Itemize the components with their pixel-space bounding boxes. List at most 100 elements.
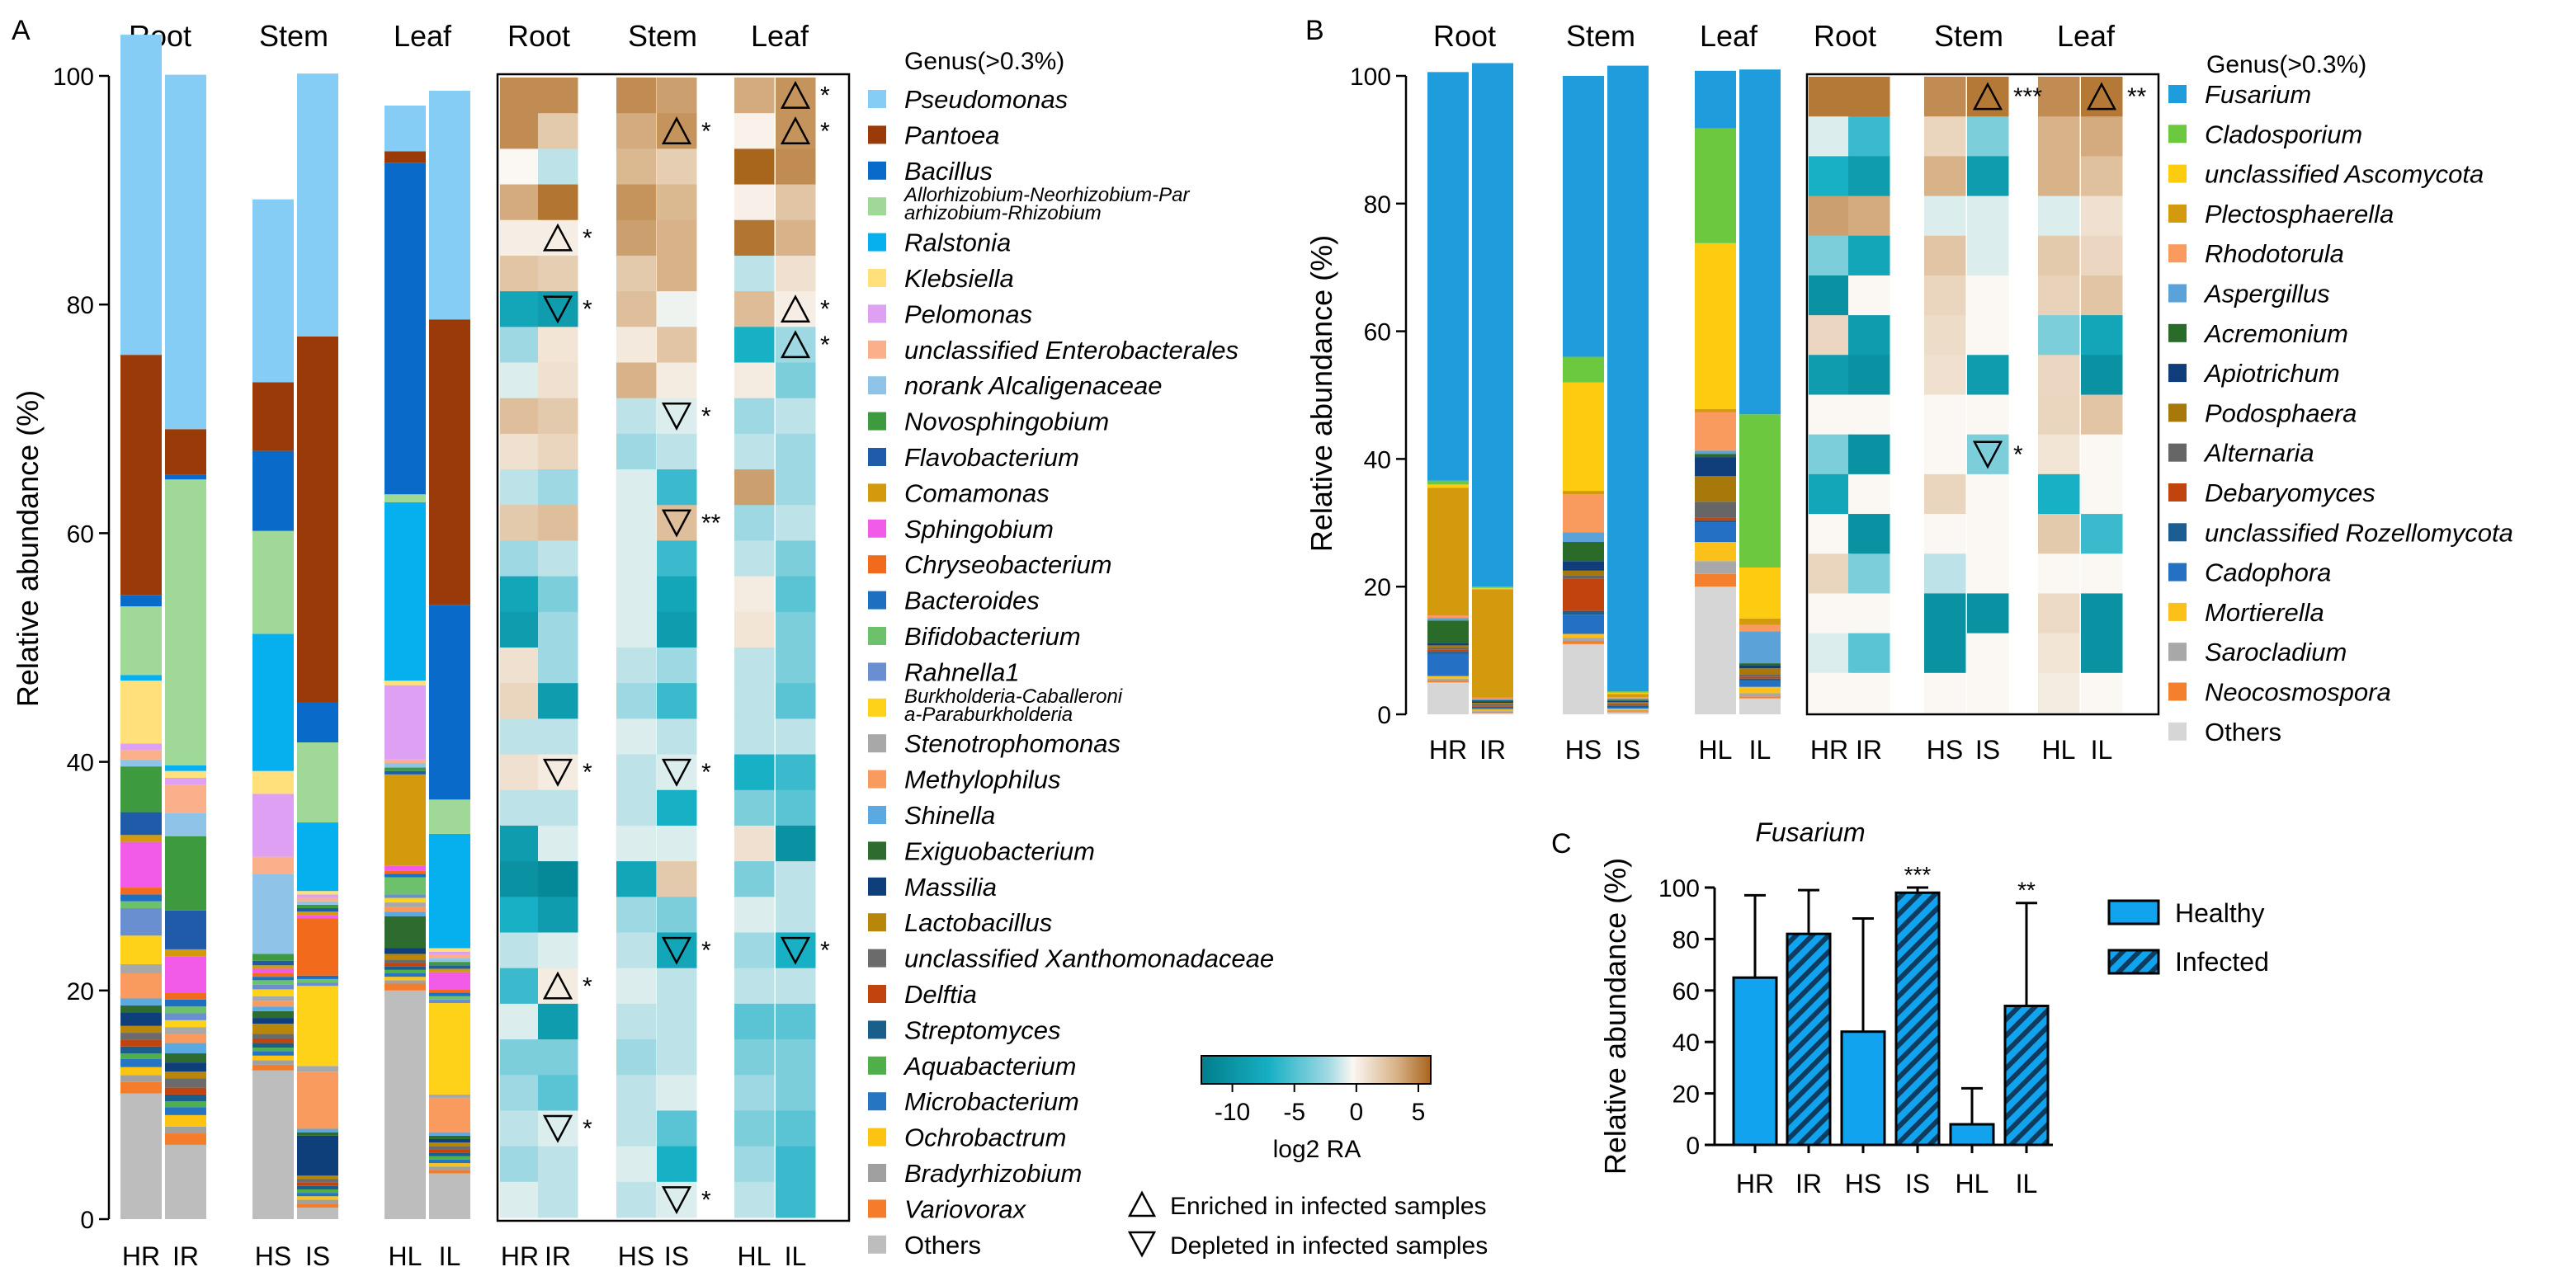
heat-cell-streptomyces-hs (616, 1003, 657, 1040)
heat-x-label-il: IL (785, 1241, 807, 1271)
legend-swatch-bifidobacterium (868, 627, 886, 645)
bar-segment-ir-novosphingobium (165, 836, 206, 911)
heat-x-label-hr: HR (1810, 735, 1848, 765)
bar-segment-ir-methylophilus (165, 1034, 206, 1043)
legend-label-aspergillus: Aspergillus (2203, 280, 2330, 308)
b-heat-group-leaf: Leaf (2057, 19, 2116, 53)
heat-cell-aquabacterium-hr (500, 1039, 540, 1076)
heat-cell-variovorax-ir (538, 1181, 578, 1218)
significance-fusarium-is: *** (2013, 83, 2042, 111)
heat-cell-microbacterium-il (776, 1075, 816, 1111)
heat-cell-alternaria-ir (1848, 434, 1890, 475)
heat-x-label-hl: HL (2042, 735, 2076, 765)
enriched-marker-pantoea-is (661, 116, 692, 145)
heat-cell-cladosporium-hr (1809, 116, 1851, 157)
heat-cell-rahnella1-hl (734, 648, 775, 684)
bar-segment-hr-flavobacterium (120, 812, 162, 836)
bar-segment-hs-unclassified-ascomycota (1563, 382, 1604, 492)
legend-label-streptomyces: Streptomyces (904, 1015, 1061, 1044)
heat-cell-bacteroides-hl (734, 576, 775, 613)
heat-cell-podosphaera-il (2081, 394, 2123, 436)
bar-segment-il-apiotrichum (1739, 665, 1781, 669)
bar-segment-ir-podosphaera (1472, 703, 1513, 704)
bar-segment-is-neocosmospora (1607, 711, 1649, 713)
bar-segment-il-plectosphaerella (1739, 618, 1781, 625)
heat-cell-debaryomyces-hr (1809, 473, 1851, 515)
heat-cell-cadophora-hs (1924, 553, 1966, 594)
legend-swatch-novosphingobium (868, 412, 886, 431)
bar-segment-ir-klebsiella (165, 770, 206, 779)
bar-hl (1949, 1123, 1995, 1147)
bar-segment-ir-ochrobactrum (165, 1114, 206, 1127)
heat-cell-bradyrhizobium-hs (616, 1146, 657, 1183)
heat-cell-flavobacterium-ir (538, 433, 578, 470)
bar-segment-is-flavobacterium (297, 908, 338, 912)
heat-cell-alternaria-hs (1924, 434, 1966, 475)
heat-cell-rhodotorula-ir (1848, 235, 1890, 276)
bar-segment-is-massilia (297, 1135, 338, 1176)
heat-cell-klebsiella-ir (538, 255, 578, 292)
heat-cell-mortierella-hl (2038, 593, 2080, 634)
heat-cell-unclassified-xanthomonadaceae-hr (500, 932, 540, 969)
heat-cell-ralstonia-hl (734, 219, 775, 257)
significance-ralstonia-ir: * (583, 224, 592, 252)
bar-segment-hs-aspergillus (1563, 532, 1604, 543)
bar-segment-hr-bacillus (120, 595, 162, 607)
bar-segment-hs-stenotrophomonas (252, 996, 294, 1001)
bar-segment-hs-pseudomonas (252, 199, 294, 383)
legend-swatch-delftia (868, 985, 886, 1003)
bar-segment-hr-aspergillus (1427, 618, 1469, 621)
bar-segment-ir-bacteroides (165, 999, 206, 1007)
heat-cell-unclassified-xanthomonadaceae-hl (734, 932, 775, 969)
legend-swatch-pseudomonas (868, 90, 886, 108)
heat-cell-bacillus-il (776, 148, 816, 186)
heat-cell-mortierella-is (1967, 593, 2009, 634)
legend-label-variovorax: Variovorax (904, 1194, 1027, 1223)
bar-segment-il-bacillus (429, 605, 470, 800)
bar-segment-hr-sarocladium (1427, 678, 1469, 681)
bar-segment-hl-unclassified-ascomycota (1695, 243, 1736, 410)
bar-segment-ir-alternaria (1472, 704, 1513, 706)
x-label-ir: IR (1479, 735, 1506, 765)
bar-segment-il-aquabacterium (429, 1156, 470, 1160)
heat-cell-acremonium-ir (1848, 315, 1890, 356)
b-group-leaf: Leaf (1700, 19, 1758, 53)
b-heatmap-xlabels: HR IR HS IS HL IL (1810, 735, 2112, 765)
bar-segment-hs-comamonas (252, 965, 294, 969)
colorbar-gradient (1201, 1055, 1432, 1085)
heat-cell-sarocladium-il (2081, 633, 2123, 674)
heat-cell-lactobacillus-hs (616, 897, 657, 933)
bar-segment-il-unclassified-rozellomycota (1739, 678, 1781, 681)
bar-segment-hr-pantoea (120, 355, 162, 596)
bar-segment-il-exiguobacterium (429, 1135, 470, 1139)
bar-segment-il-bradyrhizobium (429, 1166, 470, 1170)
bar-segment-is-ralstonia (297, 822, 338, 892)
heat-cell-rhodotorula-hr (1809, 235, 1851, 276)
heat-cell-bifidobacterium-hs (616, 611, 657, 648)
legend-swatch-ochrobactrum (868, 1128, 886, 1147)
colorbar-tick-label: -5 (1283, 1099, 1305, 1126)
legend-swatch-microbacterium (868, 1092, 886, 1111)
heat-cell-methylophilus-il (776, 754, 816, 791)
heat-cell-klebsiella-hl (734, 255, 775, 292)
depleted-marker-methylophilus-ir (542, 758, 573, 787)
heat-cell-debaryomyces-is (1967, 473, 2009, 515)
bar-segment-hr-allorhizobium-neorhizobium-pararhizobium-rhizobium (120, 606, 162, 676)
legend-label-apiotrichum: Apiotrichum (2203, 359, 2340, 388)
bar-segment-hs-aquabacterium (252, 1048, 294, 1052)
heat-cell-ochrobactrum-hl (734, 1110, 775, 1147)
heat-cell-aspergillus-hl (2038, 275, 2080, 316)
bar-segment-ir-shinella (165, 1043, 206, 1054)
bar-segment-hr-comamonas (120, 835, 162, 842)
heat-cell-novosphingobium-ir (538, 398, 578, 435)
heat-cell-lactobacillus-hl (734, 897, 775, 933)
bar-segment-hs-allorhizobium-neorhizobium-pararhizobium-rhizobium (252, 530, 294, 634)
bar-segment-ir-unclassified-enterobacterales (165, 784, 206, 813)
heat-cell-rahnella1-is (657, 648, 697, 684)
bar-segment-hr-unclassified-ascomycota (1427, 484, 1469, 488)
bar-segment-is-bacteroides (297, 975, 338, 979)
heat-cell-bifidobacterium-il (776, 611, 816, 648)
c-bar-plot: HR IR HS *** IS HL ** IL 0 20 40 60 80 100 (1658, 862, 2053, 1199)
heat-cell-unclassified-enterobacterales-hs (616, 327, 657, 363)
bar-segment-is-unclassified-ascomycota (1607, 692, 1649, 695)
